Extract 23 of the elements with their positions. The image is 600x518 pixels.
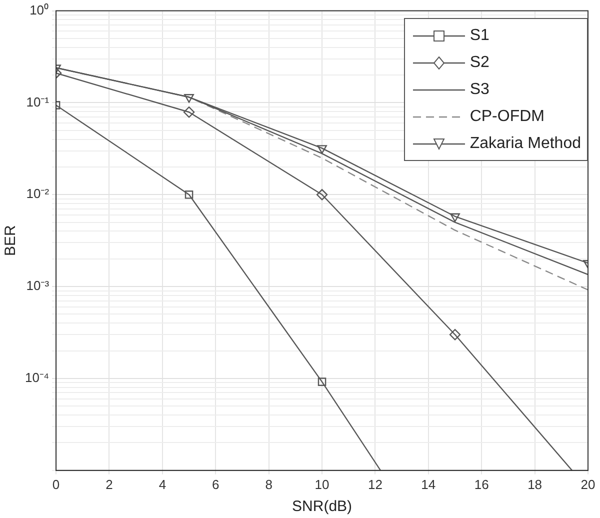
legend-label: CP-OFDM <box>470 108 544 126</box>
x-tick-label: 6 <box>212 476 220 492</box>
y-axis-title: BER <box>2 225 20 256</box>
y-tick-label: 10⁻³ <box>26 278 50 294</box>
x-tick-label: 20 <box>580 476 596 492</box>
x-tick-label: 0 <box>52 476 60 492</box>
legend-label: S3 <box>470 80 490 98</box>
x-axis-title: SNR(dB) <box>292 498 352 516</box>
x-tick-label: 18 <box>528 476 542 492</box>
x-tick-label: 4 <box>158 476 166 492</box>
y-tick-label: 10⁻¹ <box>26 94 50 110</box>
legend-label: S1 <box>470 26 490 44</box>
legend-label: Zakaria Method <box>470 134 581 152</box>
x-tick-label: 12 <box>368 476 382 492</box>
legend-label: S2 <box>470 54 490 72</box>
x-tick-label: 10 <box>314 476 330 492</box>
x-tick-label: 16 <box>474 476 489 492</box>
y-tick-label: 10⁰ <box>30 2 50 18</box>
y-tick-label: 10⁻⁴ <box>25 370 50 386</box>
y-tick-label: 10⁻² <box>26 186 50 202</box>
x-tick-label: 8 <box>265 476 272 492</box>
x-tick-label: 2 <box>106 476 113 492</box>
x-tick-label: 14 <box>421 476 436 492</box>
